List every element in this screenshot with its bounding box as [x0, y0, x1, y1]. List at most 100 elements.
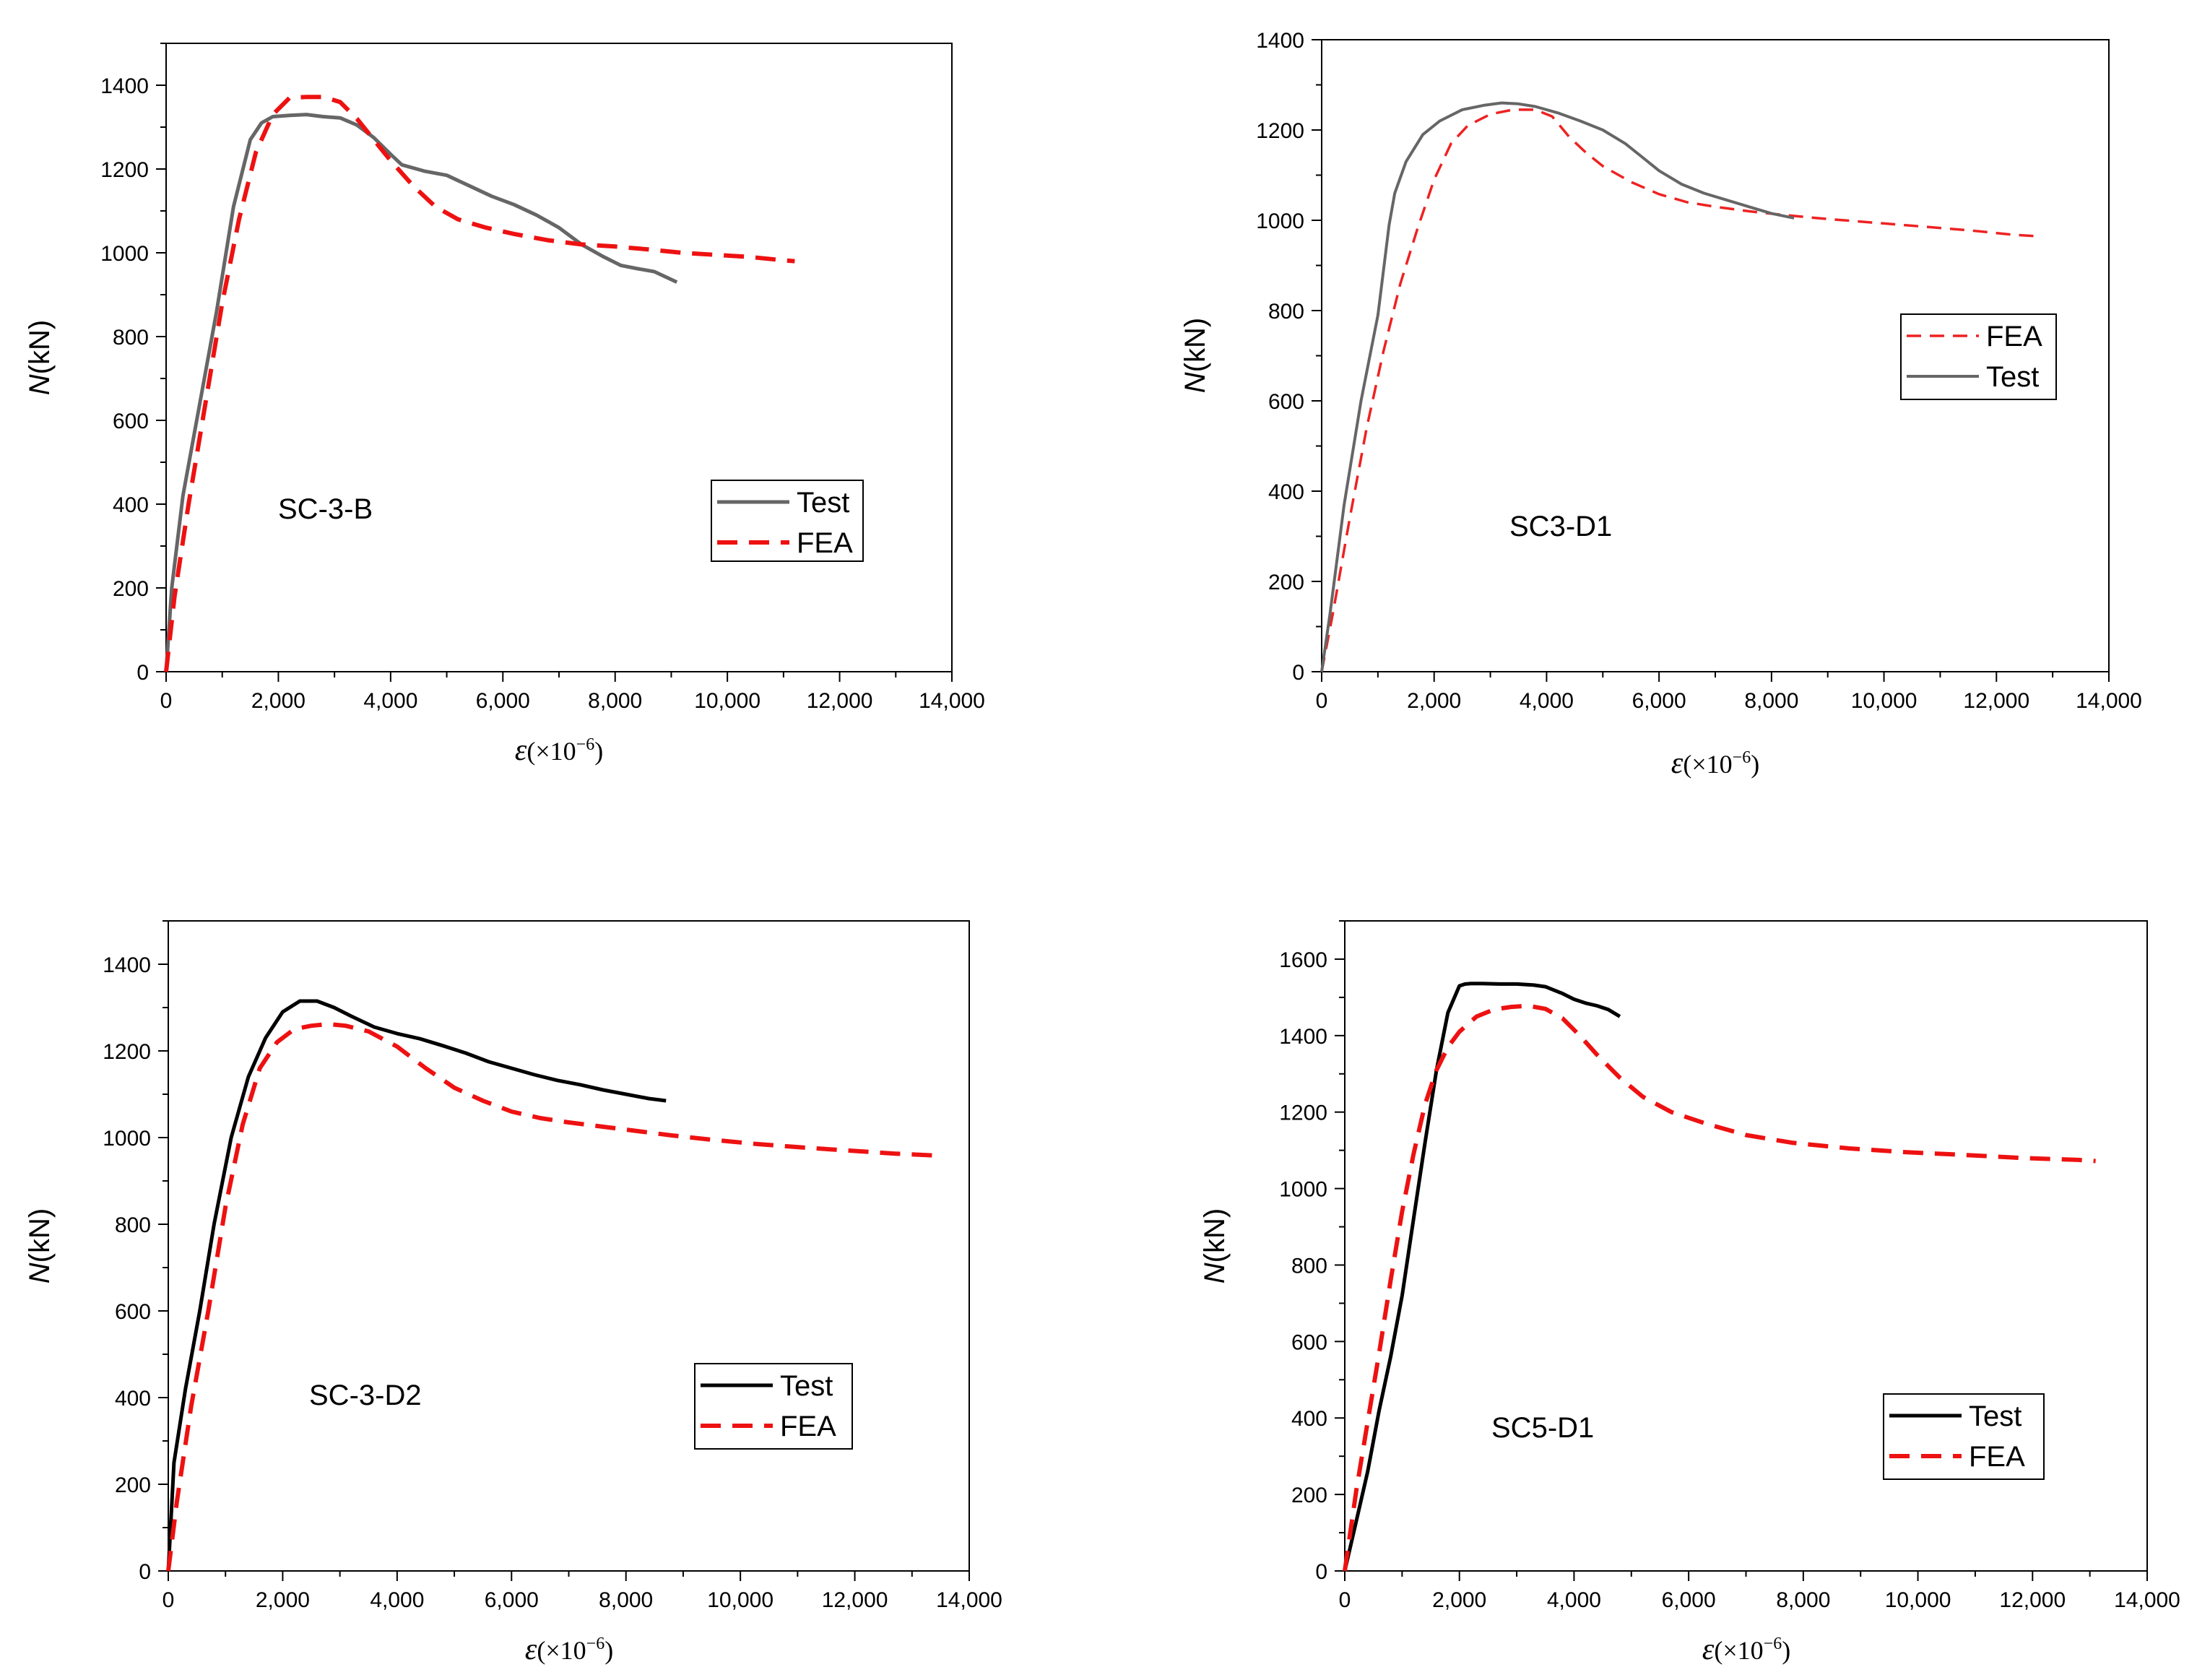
specimen-label: SC-3-D2 [309, 1380, 422, 1411]
x-tick-label: 14,000 [936, 1588, 1002, 1612]
series-line-fea [164, 95, 795, 672]
series-line-test [1343, 982, 1621, 1572]
y-axis-label-unit: (kN) [24, 1208, 56, 1263]
legend-box [1883, 1393, 2045, 1480]
y-tick-label: 400 [1291, 1407, 1327, 1431]
x-tick-label: 2,000 [1407, 689, 1461, 713]
y-axis-label-symbol: N [1199, 1263, 1231, 1283]
legend-label-fea: FEA [1986, 321, 2042, 352]
x-tick-label: 12,000 [822, 1588, 888, 1612]
legend-label-test: Test [797, 487, 849, 519]
y-axis-label-unit: (kN) [1199, 1208, 1231, 1263]
y-tick-label: 1400 [100, 74, 149, 98]
y-tick-label: 200 [115, 1473, 151, 1497]
y-tick-label: 0 [1315, 1560, 1327, 1584]
legend-label-fea: FEA [797, 527, 853, 559]
y-tick-label: 200 [1291, 1484, 1327, 1507]
y-tick-label: 1200 [100, 158, 149, 182]
legend: Test FEA [694, 1363, 853, 1450]
y-tick-label: 200 [113, 577, 149, 601]
y-tick-label: 1400 [103, 953, 151, 977]
series-line-test [1320, 101, 1795, 672]
x-tick-label: 4,000 [363, 689, 417, 713]
y-tick-label: 1000 [1279, 1178, 1327, 1202]
x-tick-label: 4,000 [1520, 689, 1574, 713]
y-tick-label: 0 [136, 661, 149, 685]
chart-panel-top-left: 0 2,000 4,000 6,000 8,000 10,000 12,000 14,000 0… [24, 43, 985, 767]
chart-panel-top-right: 0 2,000 4,000 6,000 8,000 10,000 12,000 14,000 0… [1179, 29, 2142, 780]
x-axis-label-symbol: ε [525, 1633, 537, 1666]
y-tick-label: 600 [1291, 1330, 1327, 1354]
series-line-fea [1343, 1003, 2096, 1572]
y-axis-label: N(kN) [24, 1208, 56, 1283]
legend-label-test: Test [1969, 1400, 2022, 1432]
x-axis-label-open: (×10 [1683, 750, 1732, 779]
y-tick-label: 0 [1292, 661, 1304, 685]
y-axis-label-unit: (kN) [1179, 318, 1211, 373]
x-axis-label-exponent: −6 [1764, 1634, 1782, 1653]
x-tick-label: 12,000 [807, 689, 873, 713]
x-axis-label-symbol: ε [1702, 1633, 1715, 1666]
x-axis-label-symbol: ε [1671, 747, 1684, 780]
y-tick-label: 800 [113, 326, 149, 350]
y-axis-label: N(kN) [1199, 1208, 1231, 1283]
legend-box [1900, 313, 2057, 400]
y-tick-label: 1200 [1256, 119, 1304, 143]
x-tick-label: 6,000 [1632, 689, 1686, 713]
y-axis-label-unit: (kN) [24, 320, 56, 375]
x-tick-label: 10,000 [1851, 689, 1918, 713]
x-tick-label: 10,000 [707, 1588, 774, 1612]
legend-label-fea: FEA [780, 1411, 836, 1442]
y-tick-label: 400 [115, 1387, 151, 1411]
y-tick-label: 1200 [103, 1040, 151, 1064]
x-tick-label: 6,000 [476, 689, 530, 713]
y-tick-label: 800 [115, 1213, 151, 1237]
legend: Test FEA [711, 480, 864, 562]
x-tick-label: 14,000 [2114, 1588, 2180, 1612]
x-axis-label-symbol: ε [515, 734, 527, 767]
x-tick-label: 6,000 [1662, 1588, 1716, 1612]
x-tick-label: 4,000 [370, 1588, 424, 1612]
x-tick-label: 0 [162, 1588, 175, 1612]
y-tick-label: 800 [1291, 1254, 1327, 1278]
y-axis-label: N(kN) [24, 320, 56, 395]
y-tick-label: 600 [115, 1300, 151, 1324]
x-axis-label-exponent: −6 [1733, 748, 1751, 767]
x-tick-label: 0 [160, 689, 173, 713]
y-axis-label-symbol: N [24, 374, 56, 395]
x-tick-label: 14,000 [919, 689, 985, 713]
plot-frame [165, 43, 953, 672]
legend: FEA Test [1900, 313, 2057, 400]
chart-panel-bottom-left: 0 2,000 4,000 6,000 8,000 10,000 12,000 14,000 0… [24, 920, 1002, 1666]
x-tick-label: 2,000 [1432, 1588, 1486, 1612]
x-axis-label-close: ) [594, 737, 603, 766]
x-tick-label: 14,000 [2076, 689, 2142, 713]
x-axis-label-open: (×10 [1714, 1636, 1763, 1665]
x-tick-label: 10,000 [694, 689, 760, 713]
legend: Test FEA [1883, 1393, 2045, 1480]
x-tick-label: 6,000 [485, 1588, 539, 1612]
chart-panel-bottom-right: 0 2,000 4,000 6,000 8,000 10,000 12,000 14,000 0… [1199, 920, 2180, 1666]
series-line-fea [1320, 108, 2036, 672]
y-tick-label: 1000 [100, 242, 149, 266]
y-tick-label: 1000 [103, 1127, 151, 1151]
y-tick-label: 1400 [1256, 29, 1304, 53]
legend-label-fea: FEA [1969, 1441, 2025, 1473]
x-tick-label: 12,000 [1963, 689, 2029, 713]
x-tick-label: 10,000 [1885, 1588, 1951, 1612]
specimen-label: SC5-D1 [1491, 1412, 1594, 1444]
y-tick-label: 1600 [1279, 948, 1327, 972]
legend-label-test: Test [780, 1370, 833, 1402]
x-tick-label: 12,000 [1999, 1588, 2066, 1612]
specimen-label: SC-3-B [278, 493, 373, 525]
series-line-fea [166, 1021, 941, 1572]
x-tick-label: 2,000 [256, 1588, 310, 1612]
x-tick-label: 8,000 [1776, 1588, 1830, 1612]
y-axis-label-symbol: N [24, 1263, 56, 1283]
x-axis-label: ε(×10−6) [1671, 747, 1759, 780]
legend-label-test: Test [1986, 361, 2039, 393]
y-tick-label: 800 [1268, 300, 1304, 324]
y-tick-label: 400 [113, 493, 149, 517]
y-tick-label: 1000 [1256, 209, 1304, 233]
